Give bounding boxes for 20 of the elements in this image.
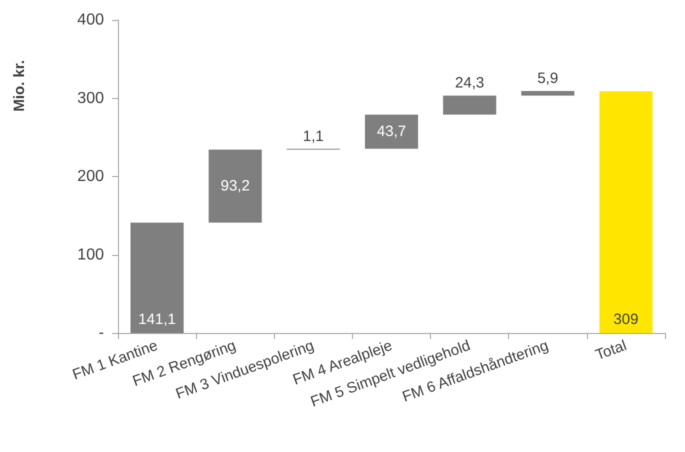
data-label: 24,3 bbox=[455, 74, 484, 92]
data-label: 5,9 bbox=[537, 70, 558, 87]
data-label: 43,7 bbox=[376, 123, 406, 140]
bar bbox=[599, 91, 652, 333]
y-tick-label: 100 bbox=[77, 246, 104, 264]
bar bbox=[130, 222, 184, 333]
y-axis-title: Mio. kr. bbox=[11, 60, 28, 112]
bar bbox=[208, 150, 262, 223]
data-label: 309 bbox=[613, 311, 638, 328]
bar bbox=[521, 90, 574, 96]
bar bbox=[364, 114, 418, 149]
y-tick-label: 200 bbox=[77, 168, 104, 185]
x-tick-label: Total bbox=[593, 337, 629, 364]
data-label: 141,1 bbox=[138, 311, 176, 328]
y-tick-label: 300 bbox=[77, 90, 104, 107]
data-label: 1,1 bbox=[302, 128, 324, 145]
y-tick-label: - bbox=[98, 324, 104, 342]
bar bbox=[443, 96, 496, 115]
y-tick-label: 400 bbox=[77, 12, 104, 28]
data-label: 93,2 bbox=[220, 178, 250, 195]
